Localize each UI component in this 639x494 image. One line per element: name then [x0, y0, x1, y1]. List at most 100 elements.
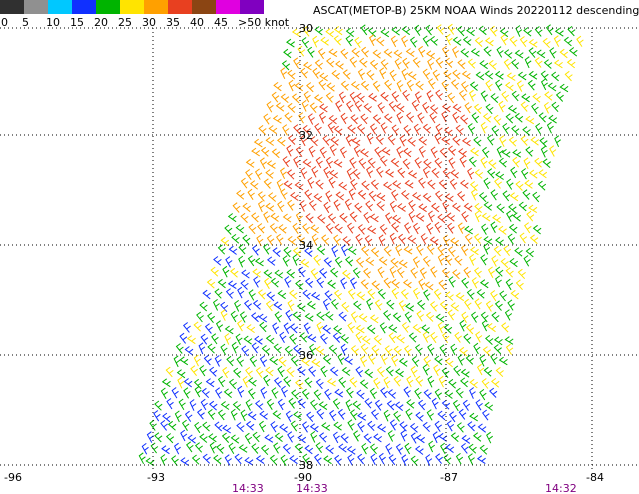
wind-barb	[256, 234, 264, 247]
wind-barb	[238, 255, 245, 268]
wind-barb	[399, 421, 408, 432]
wind-barb	[222, 366, 230, 379]
wind-barb	[403, 246, 413, 255]
wind-barb	[482, 346, 492, 357]
wind-barb	[493, 336, 503, 346]
wind-barb	[475, 399, 483, 411]
wind-barb	[391, 278, 400, 289]
wind-barb	[508, 223, 518, 234]
wind-barb	[333, 199, 341, 211]
wind-barb	[312, 35, 319, 48]
wind-barb	[340, 244, 348, 257]
wind-barb	[480, 156, 488, 169]
wind-barb	[318, 401, 328, 411]
wind-barb	[437, 213, 446, 224]
wind-barb	[243, 335, 253, 345]
wind-barb	[347, 288, 356, 300]
wind-barb	[355, 324, 365, 334]
wind-barb	[350, 345, 359, 356]
wind-barb	[464, 102, 472, 114]
wind-barb	[503, 58, 512, 70]
wind-barb	[283, 322, 291, 334]
wind-barb	[563, 36, 573, 47]
wind-barb	[383, 409, 391, 422]
wind-barb	[292, 311, 302, 321]
wind-barb	[414, 445, 424, 455]
wind-barb	[286, 367, 295, 378]
wind-barb	[418, 136, 428, 146]
wind-barb	[511, 90, 520, 102]
wind-barb	[360, 343, 369, 355]
wind-barb	[554, 27, 564, 37]
wind-barb	[417, 299, 426, 310]
wind-barb	[473, 136, 482, 147]
wind-barb	[209, 366, 218, 377]
wind-barb	[566, 58, 576, 69]
color-swatch	[240, 0, 264, 14]
wind-barb	[366, 324, 376, 335]
wind-barb	[332, 431, 340, 444]
wind-barb	[266, 101, 274, 113]
wind-barb	[334, 388, 344, 398]
wind-barb	[212, 299, 220, 311]
wind-barb	[268, 125, 278, 135]
wind-barb	[333, 159, 343, 168]
wind-barb	[397, 203, 407, 212]
wind-barb	[154, 432, 163, 443]
wind-barb	[525, 247, 535, 258]
wind-barb	[416, 310, 424, 322]
wind-barb	[324, 290, 333, 301]
color-label: 45	[214, 16, 228, 29]
wind-barb	[259, 321, 268, 333]
wind-barb	[457, 59, 466, 70]
wind-barb	[186, 441, 194, 453]
color-label: 0	[1, 16, 8, 29]
wind-barb	[519, 36, 528, 47]
wind-barb	[441, 136, 451, 145]
wind-barb	[282, 124, 290, 136]
wind-barb	[525, 146, 534, 157]
wind-barb	[367, 225, 377, 235]
wind-barb	[446, 420, 455, 432]
wind-barb	[171, 455, 179, 467]
wind-barb	[357, 224, 366, 235]
wind-barb	[470, 48, 480, 57]
wind-barb	[509, 258, 518, 268]
wind-barb	[306, 82, 315, 93]
wind-barb	[241, 269, 250, 279]
wind-barb	[450, 237, 459, 247]
wind-barb	[470, 311, 479, 323]
wind-barb	[317, 48, 326, 60]
wind-barb	[224, 325, 234, 335]
lon-label: -87	[440, 471, 458, 484]
wind-barb	[417, 399, 426, 411]
wind-barb	[238, 444, 248, 453]
wind-barb	[411, 100, 420, 112]
wind-barb	[452, 36, 462, 46]
wind-barb	[280, 67, 288, 80]
wind-barb	[523, 157, 531, 170]
wind-barb	[366, 298, 373, 311]
wind-barb	[244, 457, 254, 466]
wind-barb	[416, 244, 424, 256]
wind-barb	[426, 50, 435, 60]
wind-barb	[428, 78, 436, 90]
wind-barb	[441, 399, 451, 410]
wind-barb	[209, 400, 218, 411]
wind-barb	[470, 147, 479, 157]
wind-barb	[226, 355, 235, 367]
wind-barb	[504, 336, 514, 345]
wind-barb	[276, 179, 284, 191]
wind-barb	[333, 421, 343, 431]
wind-barb	[304, 277, 314, 288]
wind-barb	[332, 398, 341, 410]
wind-barb	[415, 375, 424, 387]
wind-barb	[484, 70, 494, 80]
wind-barb	[332, 332, 341, 343]
wind-barb	[460, 443, 469, 454]
wind-barb	[389, 266, 397, 278]
wind-barb	[403, 125, 412, 136]
wind-barb	[407, 235, 417, 245]
wind-barb	[474, 169, 484, 179]
wind-barb	[287, 431, 295, 443]
